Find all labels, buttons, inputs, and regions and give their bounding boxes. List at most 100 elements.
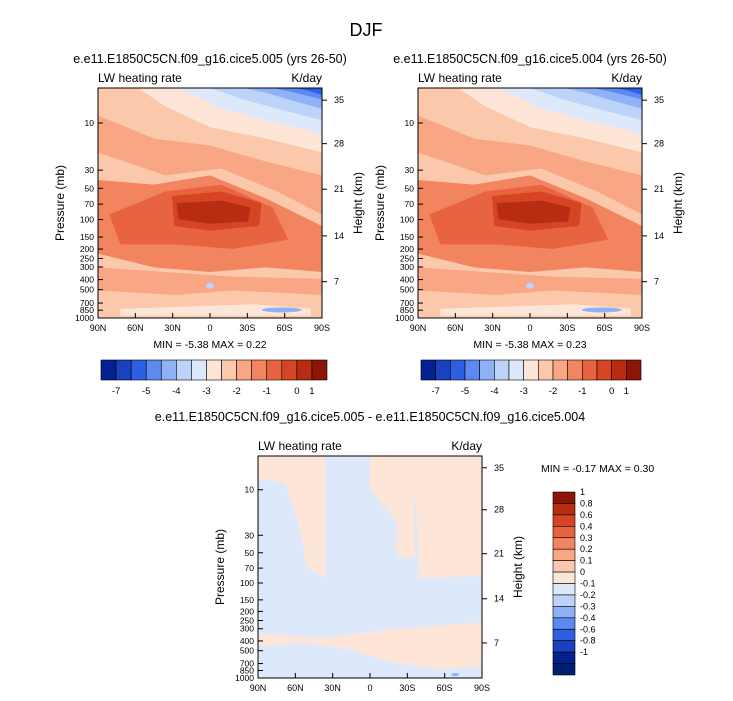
- y-tick-label: 300: [80, 262, 94, 272]
- x-tick-label: 0: [367, 683, 372, 693]
- y-tick-label: 10: [405, 118, 415, 128]
- colorbar: -7 -5 -4 -3 -2 -1 0 1: [100, 359, 328, 397]
- y-tick-label: 300: [240, 624, 254, 634]
- panel-base-case: e.e11.E1850C5CN.f09_g16.cice5.005 (yrs 2…: [53, 52, 365, 397]
- variable-label: LW heating rate: [418, 71, 502, 85]
- colorbar-swatch: [191, 359, 207, 381]
- y-tick-label: 400: [240, 636, 254, 646]
- y-tick-label: 70: [245, 563, 255, 573]
- colorbar-swatch: [552, 606, 576, 619]
- x-tick-label: 90S: [314, 323, 330, 333]
- variable-label: LW heating rate: [258, 439, 342, 453]
- colorbar-label: -4: [490, 386, 498, 397]
- colorbar-label: -3: [202, 386, 210, 397]
- x-tick-label: 0: [527, 323, 532, 333]
- colorbar-swatch: [145, 359, 162, 381]
- y-tick-label: 10: [85, 118, 95, 128]
- units-label: K/day: [451, 439, 482, 453]
- y2-axis-title: Height (km): [351, 172, 365, 234]
- x-tick-label: 30N: [324, 683, 341, 693]
- y-tick-label: 70: [85, 199, 95, 209]
- x-tick-label: 30N: [164, 323, 181, 333]
- colorbar-label: -7: [431, 386, 439, 397]
- contour-band: [206, 282, 214, 289]
- units-label: K/day: [611, 71, 642, 85]
- colorbar-swatch: [567, 359, 583, 381]
- colorbar-label: -0.6: [580, 624, 596, 634]
- contour-band: [451, 673, 460, 677]
- contour-band: [258, 456, 482, 638]
- contour-band: [258, 642, 482, 678]
- colorbar-label: -1: [263, 386, 271, 397]
- y-tick-label: 500: [400, 285, 414, 295]
- contour-band: [581, 307, 622, 313]
- y-tick-label: 400: [80, 275, 94, 285]
- colorbar-swatch: [435, 359, 451, 381]
- colorbar-swatch: [479, 359, 495, 381]
- min-max-stats: MIN = -5.38 MAX = 0.23: [473, 339, 586, 351]
- colorbar-label: 0: [580, 567, 585, 577]
- panel-title: e.e11.E1850C5CN.f09_g16.cice5.005 (yrs 2…: [73, 52, 347, 66]
- colorbar-label: -0.1: [580, 579, 596, 589]
- y-tick-label: 150: [240, 595, 254, 605]
- y-tick-label: 250: [240, 616, 254, 626]
- y-tick-label: 50: [85, 183, 95, 193]
- y-tick-label: 150: [400, 232, 414, 242]
- colorbar-swatch: [494, 359, 510, 381]
- x-tick-label: 90S: [474, 683, 490, 693]
- panel-difference: e.e11.E1850C5CN.f09_g16.cice5.005 - e.e1…: [155, 410, 655, 693]
- y2-tick-label: 21: [654, 184, 664, 194]
- colorbar-label: 0.4: [580, 521, 593, 531]
- contour-band: [120, 304, 311, 316]
- contour-band: [176, 200, 251, 224]
- colorbar-swatch: [552, 548, 576, 561]
- min-max-stats: MIN = -5.38 MAX = 0.22: [153, 339, 266, 351]
- y-tick-label: 400: [400, 275, 414, 285]
- colorbar-label: 1: [580, 487, 585, 497]
- y-tick-label: 1000: [75, 313, 94, 323]
- colorbar-swatch: [611, 359, 627, 381]
- y-axis-title: Pressure (mb): [373, 165, 387, 241]
- contour-band: [440, 304, 631, 316]
- colorbar-swatch: [552, 640, 576, 653]
- min-max-stats: MIN = -0.17 MAX = 0.30: [541, 463, 654, 475]
- y2-axis-title: Height (km): [511, 536, 525, 598]
- y-axis-title: Pressure (mb): [213, 529, 227, 605]
- x-tick-label: 60N: [127, 323, 144, 333]
- colorbar-swatch: [552, 503, 576, 516]
- variable-label: LW heating rate: [98, 71, 182, 85]
- colorbar-label: -4: [172, 386, 180, 397]
- x-tick-label: 30N: [484, 323, 501, 333]
- y2-tick-label: 35: [654, 95, 664, 105]
- x-tick-label: 60N: [447, 323, 464, 333]
- colorbar-label: -1: [580, 647, 588, 657]
- y-tick-label: 500: [240, 646, 254, 656]
- colorbar-swatch: [552, 628, 576, 641]
- y2-tick-label: 28: [494, 505, 504, 515]
- x-tick-label: 30S: [239, 323, 255, 333]
- y-tick-label: 700: [240, 659, 254, 669]
- contour-field: [98, 88, 322, 318]
- colorbar-label: 0.1: [580, 556, 593, 566]
- y2-tick-label: 14: [494, 594, 504, 604]
- colorbar-label: -2: [549, 386, 557, 397]
- colorbar-swatch: [552, 663, 576, 676]
- colorbar-label: -5: [142, 386, 150, 397]
- colorbar: -7 -5 -4 -3 -2 -1 0 1: [420, 359, 642, 397]
- colorbar-label: 1: [309, 386, 314, 397]
- contour-band: [615, 88, 642, 95]
- colorbar-swatch: [596, 359, 612, 381]
- panel-title: e.e11.E1850C5CN.f09_g16.cice5.005 - e.e1…: [155, 410, 585, 424]
- colorbar-swatch: [450, 359, 466, 381]
- colorbar-swatch: [626, 359, 642, 381]
- x-tick-label: 90N: [90, 323, 107, 333]
- colorbar-swatch: [552, 583, 576, 596]
- colorbar-label: 0: [609, 386, 614, 397]
- colorbar-swatch: [464, 359, 480, 381]
- x-tick-label: 90N: [410, 323, 427, 333]
- y2-tick-label: 7: [334, 277, 339, 287]
- figure-title: DJF: [350, 20, 383, 40]
- x-tick-label: 60N: [287, 683, 304, 693]
- colorbar-label: -0.3: [580, 601, 596, 611]
